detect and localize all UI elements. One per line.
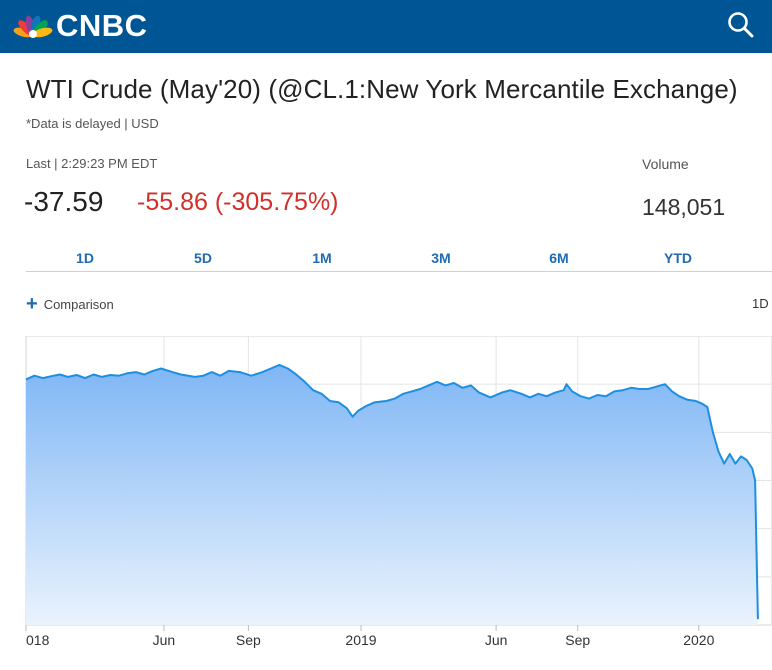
x-tick-label: Jun — [485, 632, 508, 648]
add-comparison-button[interactable]: + Comparison — [26, 293, 114, 315]
last-trade-time: Last | 2:29:23 PM EDT — [26, 156, 158, 171]
last-price: -37.59 — [24, 186, 104, 217]
x-tick-label: Sep — [565, 632, 590, 648]
quote-title: WTI Crude (May'20) (@CL.1:New York Merca… — [26, 74, 738, 104]
price-chart-svg: 018 Jun Sep 2019 Jun Sep 2020 — [25, 335, 772, 648]
top-nav-bar: CNBC — [0, 0, 772, 53]
x-tick-label: 018 — [26, 632, 50, 648]
price-area — [26, 364, 758, 625]
tab-6m[interactable]: 6M — [549, 250, 569, 266]
tab-3m[interactable]: 3M — [431, 250, 451, 266]
chart-range-label[interactable]: 1D — [752, 296, 769, 311]
price-chart[interactable]: 018 Jun Sep 2019 Jun Sep 2020 — [0, 335, 772, 670]
tab-5d[interactable]: 5D — [194, 250, 212, 266]
plus-icon: + — [26, 293, 38, 315]
peacock-body — [29, 30, 37, 38]
price-change: -55.86 (-305.75%) — [137, 188, 339, 216]
tab-1m[interactable]: 1M — [312, 250, 332, 266]
peacock-feather — [32, 27, 53, 38]
data-delay-note: *Data is delayed | USD — [26, 116, 159, 131]
x-tick-label: Sep — [236, 632, 261, 648]
cnbc-logo[interactable]: CNBC — [12, 9, 184, 43]
x-tick-label: 2020 — [683, 632, 714, 648]
brand-name: CNBC — [56, 8, 148, 43]
price-line — [25, 363, 759, 620]
volume-value: 148,051 — [642, 194, 726, 220]
x-tick-label: Jun — [153, 632, 176, 648]
volume-label: Volume — [642, 156, 689, 172]
tab-ytd[interactable]: YTD — [664, 250, 692, 266]
x-tick-label: 2019 — [345, 632, 376, 648]
tab-1d[interactable]: 1D — [76, 250, 94, 266]
search-icon[interactable] — [726, 10, 756, 40]
comparison-label: Comparison — [43, 296, 114, 312]
peacock-icon — [13, 15, 53, 38]
time-range-tabs: 1D 5D 1M 3M 6M YTD — [26, 246, 772, 272]
